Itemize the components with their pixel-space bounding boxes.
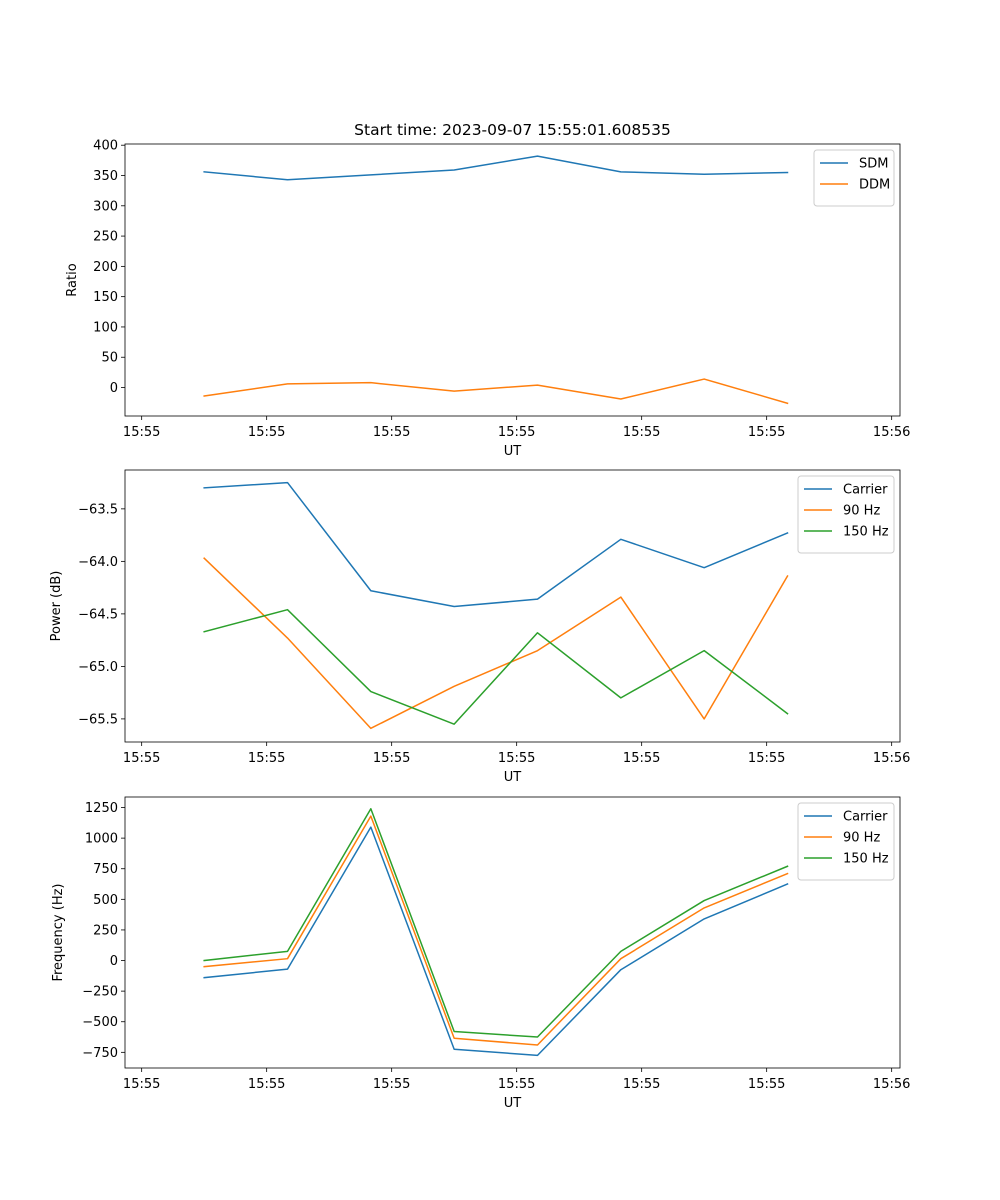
- subplot-3: 15:55 15:55 15:55 15:55 15:55 15:55 15:56 −750 −…: [51, 796, 910, 1111]
- x-axis-label: UT: [504, 444, 522, 459]
- axes-frame: [124, 796, 901, 1069]
- y-tick-label: 50: [101, 351, 118, 366]
- legend-label: 90 Hz: [843, 831, 880, 846]
- x-tick-label: 15:55: [498, 751, 535, 766]
- legend-box: [813, 149, 895, 207]
- legend-label: 90 Hz: [843, 504, 880, 519]
- series-line-ddm: [203, 378, 789, 405]
- legend: Carrier 90 Hz 150 Hz: [797, 802, 895, 881]
- y-tick-label: −65.0: [78, 660, 118, 675]
- y-tick-label: 200: [93, 260, 118, 275]
- series-line-150-hz: [203, 608, 789, 725]
- x-tick-label: 15:55: [248, 425, 285, 440]
- series-line-carrier: [203, 826, 789, 1057]
- series-line-90-hz: [203, 557, 789, 730]
- y-tick-label: −64.5: [78, 607, 118, 622]
- x-tick-label: 15:55: [248, 751, 285, 766]
- y-tick-label: 250: [93, 230, 118, 245]
- y-tick-label: −65.5: [78, 712, 118, 727]
- y-tick-label: 100: [93, 320, 118, 335]
- x-tick-label: 15:55: [373, 751, 410, 766]
- x-tick-label: 15:55: [623, 751, 660, 766]
- y-tick-label: 400: [93, 139, 118, 154]
- y-tick-label: 500: [93, 893, 118, 908]
- subplot-2: 15:55 15:55 15:55 15:55 15:55 15:55 15:56 −65.5…: [49, 469, 910, 785]
- y-tick-label: −63.5: [78, 502, 118, 517]
- legend-label: 150 Hz: [843, 525, 889, 540]
- y-axis-label: Power (dB): [49, 571, 64, 642]
- y-tick-label: 300: [93, 199, 118, 214]
- legend: SDM DDM: [813, 149, 895, 207]
- x-tick-label: 15:55: [373, 1077, 410, 1092]
- legend-box: [797, 475, 895, 554]
- series-line-150-hz: [203, 808, 789, 1038]
- x-tick-label: 15:56: [873, 751, 910, 766]
- y-tick-label: 350: [93, 169, 118, 184]
- series-line-sdm: [203, 155, 789, 181]
- series-line-90-hz: [203, 815, 789, 1046]
- x-tick-label: 15:55: [498, 1077, 535, 1092]
- y-tick-label: −750: [82, 1046, 118, 1061]
- y-tick-label: 150: [93, 290, 118, 305]
- x-axis-label: UT: [504, 1096, 522, 1111]
- x-tick-label: 15:55: [623, 1077, 660, 1092]
- y-tick-label: −250: [82, 985, 118, 1000]
- y-tick-label: 0: [110, 954, 118, 969]
- legend-label: DDM: [859, 178, 890, 193]
- x-tick-label: 15:55: [248, 1077, 285, 1092]
- legend: Carrier 90 Hz 150 Hz: [797, 475, 895, 554]
- legend-label: Carrier: [843, 483, 888, 498]
- x-tick-label: 15:56: [873, 1077, 910, 1092]
- axes-frame: [124, 143, 901, 417]
- y-axis-label: Ratio: [65, 263, 80, 296]
- x-tick-label: 15:55: [498, 425, 535, 440]
- series-line-carrier: [203, 481, 789, 608]
- y-tick-label: 250: [93, 923, 118, 938]
- x-tick-label: 15:55: [123, 1077, 160, 1092]
- x-axis-label: UT: [504, 770, 522, 785]
- legend-label: Carrier: [843, 810, 888, 825]
- x-tick-label: 15:55: [123, 425, 160, 440]
- x-tick-label: 15:55: [748, 1077, 785, 1092]
- y-tick-label: 0: [110, 381, 118, 396]
- x-tick-label: 15:55: [123, 751, 160, 766]
- chart-title: Start time: 2023-09-07 15:55:01.608535: [354, 121, 671, 139]
- x-tick-label: 15:55: [748, 425, 785, 440]
- x-tick-label: 15:56: [873, 425, 910, 440]
- y-axis-label: Frequency (Hz): [51, 883, 66, 981]
- legend-label: SDM: [859, 157, 888, 172]
- subplot-1: 15:55 15:55 15:55 15:55 15:55 15:55 15:56 0 50 10…: [65, 121, 910, 459]
- y-tick-label: 1000: [85, 832, 118, 847]
- legend-label: 150 Hz: [843, 852, 889, 867]
- x-tick-label: 15:55: [373, 425, 410, 440]
- x-tick-label: 15:55: [623, 425, 660, 440]
- axes-frame: [124, 469, 901, 743]
- y-tick-label: 1250: [85, 801, 118, 816]
- y-tick-label: −500: [82, 1015, 118, 1030]
- y-tick-label: 750: [93, 862, 118, 877]
- x-tick-label: 15:55: [748, 751, 785, 766]
- y-tick-label: −64.0: [78, 555, 118, 570]
- legend-box: [797, 802, 895, 881]
